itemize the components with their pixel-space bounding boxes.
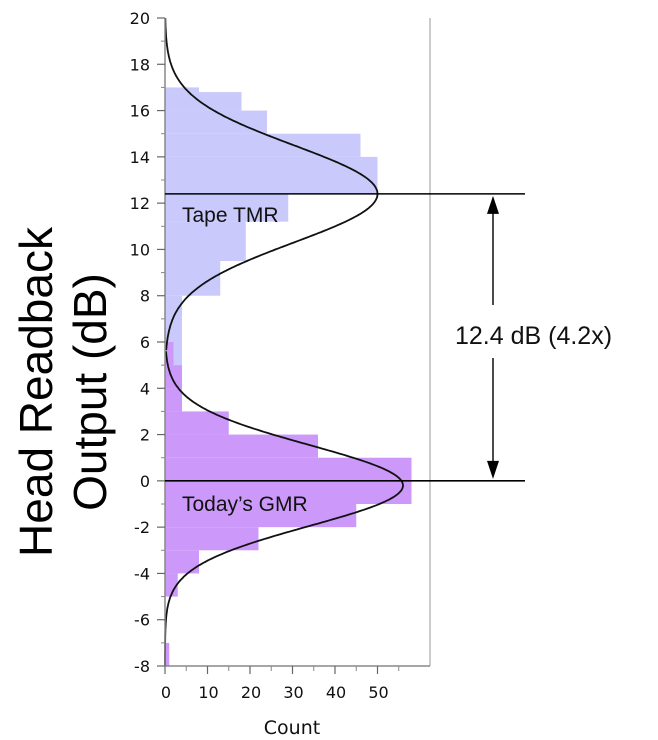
- y-tick-label: 16: [130, 102, 150, 121]
- x-tick-label: 10: [198, 683, 218, 702]
- fit-curve-line: [164, 18, 379, 351]
- histogram-bar: [165, 87, 199, 93]
- x-tick-label: 0: [161, 683, 171, 702]
- histogram-bar: [165, 92, 242, 111]
- y-tick-label: 18: [130, 55, 150, 74]
- histogram-bar: [165, 434, 318, 458]
- x-tick-label: 50: [368, 683, 388, 702]
- histogram-bar: [165, 156, 378, 194]
- fit-curves: [164, 18, 404, 666]
- todays-gmr-label: Today’s GMR: [182, 493, 308, 516]
- axes: -8 -6 -4 -2 0 2 4 6 8 10 12 14 16 18 20 0 10 20 30 40 50: [130, 9, 431, 702]
- histogram-bar: [165, 504, 357, 528]
- y-tick-label: -8: [134, 657, 150, 676]
- histogram-bar: [165, 193, 289, 222]
- histogram-bars: [165, 87, 412, 666]
- histogram-bar: [165, 221, 246, 261]
- histogram-bar: [165, 573, 178, 597]
- x-tick-label: 40: [326, 683, 346, 702]
- y-axis-title-line-2: Output (dB): [64, 273, 116, 511]
- gap-arrowhead-down: [487, 460, 499, 479]
- histogram-bar: [165, 365, 182, 389]
- gap-arrowhead-up: [487, 195, 499, 214]
- histogram-bar: [165, 411, 229, 435]
- y-tick-label: 20: [130, 9, 150, 28]
- x-tick-label: 20: [241, 683, 261, 702]
- histogram-bar: [165, 110, 267, 134]
- y-tick-label: 0: [140, 472, 150, 491]
- reference-lines: [165, 193, 525, 482]
- y-tick-label: -2: [134, 518, 150, 537]
- y-tick-label: 10: [130, 240, 150, 259]
- histogram-bar: [165, 342, 174, 366]
- y-tick-label: 12: [130, 194, 150, 213]
- histogram-bar: [165, 527, 259, 551]
- y-tick-label: 14: [130, 148, 150, 167]
- x-axis-title: Count: [264, 717, 320, 739]
- gap-label: 12.4 dB (4.2x): [455, 322, 612, 350]
- histogram-bar: [165, 642, 170, 666]
- y-axis-title-line-1: Head Readback: [10, 226, 62, 557]
- y-tick-label: 8: [140, 287, 150, 306]
- histogram-bar: [165, 388, 182, 412]
- histogram-bar: [165, 550, 199, 574]
- y-tick-label: 6: [140, 333, 150, 352]
- tape-tmr-label: Tape TMR: [182, 204, 278, 227]
- y-tick-label: -6: [134, 611, 150, 630]
- y-tick-label: 4: [140, 379, 150, 398]
- fit-curve-line: [164, 351, 404, 666]
- y-tick-label: 2: [140, 426, 150, 445]
- x-tick-label: 30: [283, 683, 303, 702]
- y-tick-label: -4: [134, 564, 150, 583]
- histogram-bar: [165, 133, 361, 157]
